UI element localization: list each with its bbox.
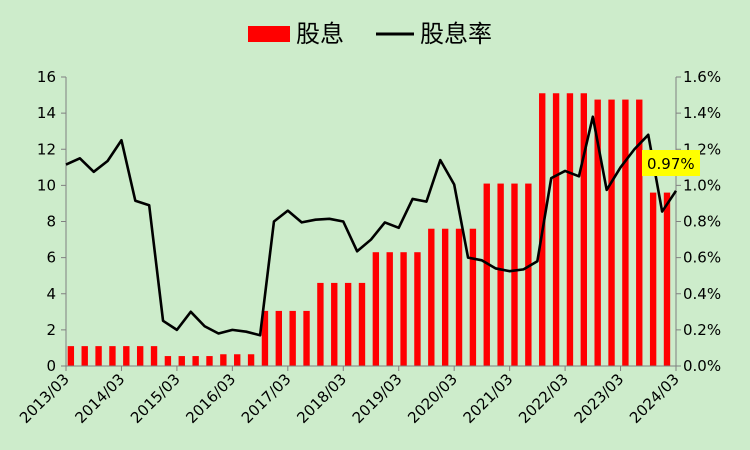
dividend-bar (414, 252, 421, 366)
dividend-bar (95, 346, 102, 366)
dividend-bar (441, 228, 449, 366)
dividend-bar (636, 99, 643, 366)
left-tick-label: 0 (46, 357, 56, 375)
dividend-bar (552, 93, 560, 366)
dividend-bar (275, 310, 282, 366)
dividend-bar (372, 252, 380, 366)
x-tick-label: 2022/03 (515, 370, 572, 427)
x-tick-label: 2024/03 (626, 370, 683, 427)
right-tick-label: 0.2% (683, 321, 721, 339)
legend: 股息 股息率 (248, 20, 492, 48)
dividend-bar (164, 356, 172, 366)
right-tick-label: 1.4% (683, 104, 721, 122)
left-tick-label: 10 (37, 176, 56, 194)
x-tick-label: 2015/03 (127, 370, 184, 427)
left-tick-label: 8 (46, 213, 56, 231)
dividend-bar (247, 354, 255, 366)
dividend-bar (358, 282, 366, 366)
callout: 0.97% (642, 150, 700, 176)
left-tick-label: 16 (37, 68, 56, 86)
dividend-bar (150, 346, 158, 366)
dividend-yield-line (65, 115, 678, 337)
x-tick-label: 2018/03 (293, 370, 350, 427)
right-tick-label: 1.0% (683, 176, 721, 194)
dividend-bar (483, 183, 490, 366)
dividend-bar (67, 346, 75, 366)
plot-area: 02468101214160.0%0.2%0.4%0.6%0.8%1.0%1.2… (16, 68, 721, 427)
right-tick-label: 0.6% (683, 249, 721, 267)
dividend-bar (206, 356, 213, 366)
left-tick-label: 14 (37, 104, 56, 122)
dividend-bar (455, 228, 463, 366)
dividend-bar (136, 346, 144, 366)
x-tick-label: 2016/03 (182, 370, 239, 427)
dividend-bar (469, 228, 477, 366)
dividend-bar (511, 183, 518, 366)
dividend-bar (608, 99, 615, 366)
x-tick-label: 2014/03 (71, 370, 128, 427)
dividend-bar (386, 252, 393, 366)
dividend-bar (178, 356, 185, 366)
left-tick-label: 4 (46, 285, 56, 303)
right-tick-label: 0.4% (683, 285, 721, 303)
dividend-bar (400, 252, 407, 366)
dividend-bar (566, 93, 574, 366)
right-tick-label: 0.8% (683, 213, 721, 231)
callout-box (642, 150, 700, 176)
dividend-bar (428, 228, 435, 366)
legend-bar-label: 股息 (296, 20, 344, 48)
dividend-bar (234, 354, 241, 366)
dividend-bar (220, 354, 227, 366)
dividend-bar (261, 310, 269, 366)
right-tick-label: 1.6% (683, 68, 721, 86)
dividend-bar (580, 93, 587, 366)
left-tick-label: 12 (37, 140, 56, 158)
dividend-bar (663, 192, 671, 366)
dividend-bar (289, 310, 296, 366)
legend-bar-swatch (248, 26, 290, 42)
x-tick-label: 2021/03 (460, 370, 517, 427)
dividend-bar (649, 192, 657, 366)
legend-line-label: 股息率 (420, 20, 492, 48)
right-tick-label: 0.0% (683, 357, 721, 375)
x-tick-label: 2017/03 (238, 370, 295, 427)
dividend-bar (497, 183, 504, 366)
dividend-bar (192, 356, 199, 366)
dividend-bar (622, 99, 629, 366)
left-tick-label: 6 (46, 249, 56, 267)
dividend-bar (525, 183, 532, 366)
dividend-bar (317, 282, 324, 366)
x-tick-label: 2023/03 (571, 370, 628, 427)
dividend-bar (109, 346, 116, 366)
x-tick-label: 2013/03 (16, 370, 73, 427)
left-tick-label: 2 (46, 321, 56, 339)
dividend-bar (331, 282, 338, 366)
dividend-bar (594, 99, 601, 366)
callout-label: 0.97% (647, 155, 695, 173)
dividend-bar (303, 310, 310, 366)
dividend-bar (81, 346, 88, 366)
x-tick-label: 2020/03 (404, 370, 461, 427)
x-tick-label: 2019/03 (349, 370, 406, 427)
dividend-bar (344, 282, 352, 366)
dividend-bar (123, 346, 130, 366)
